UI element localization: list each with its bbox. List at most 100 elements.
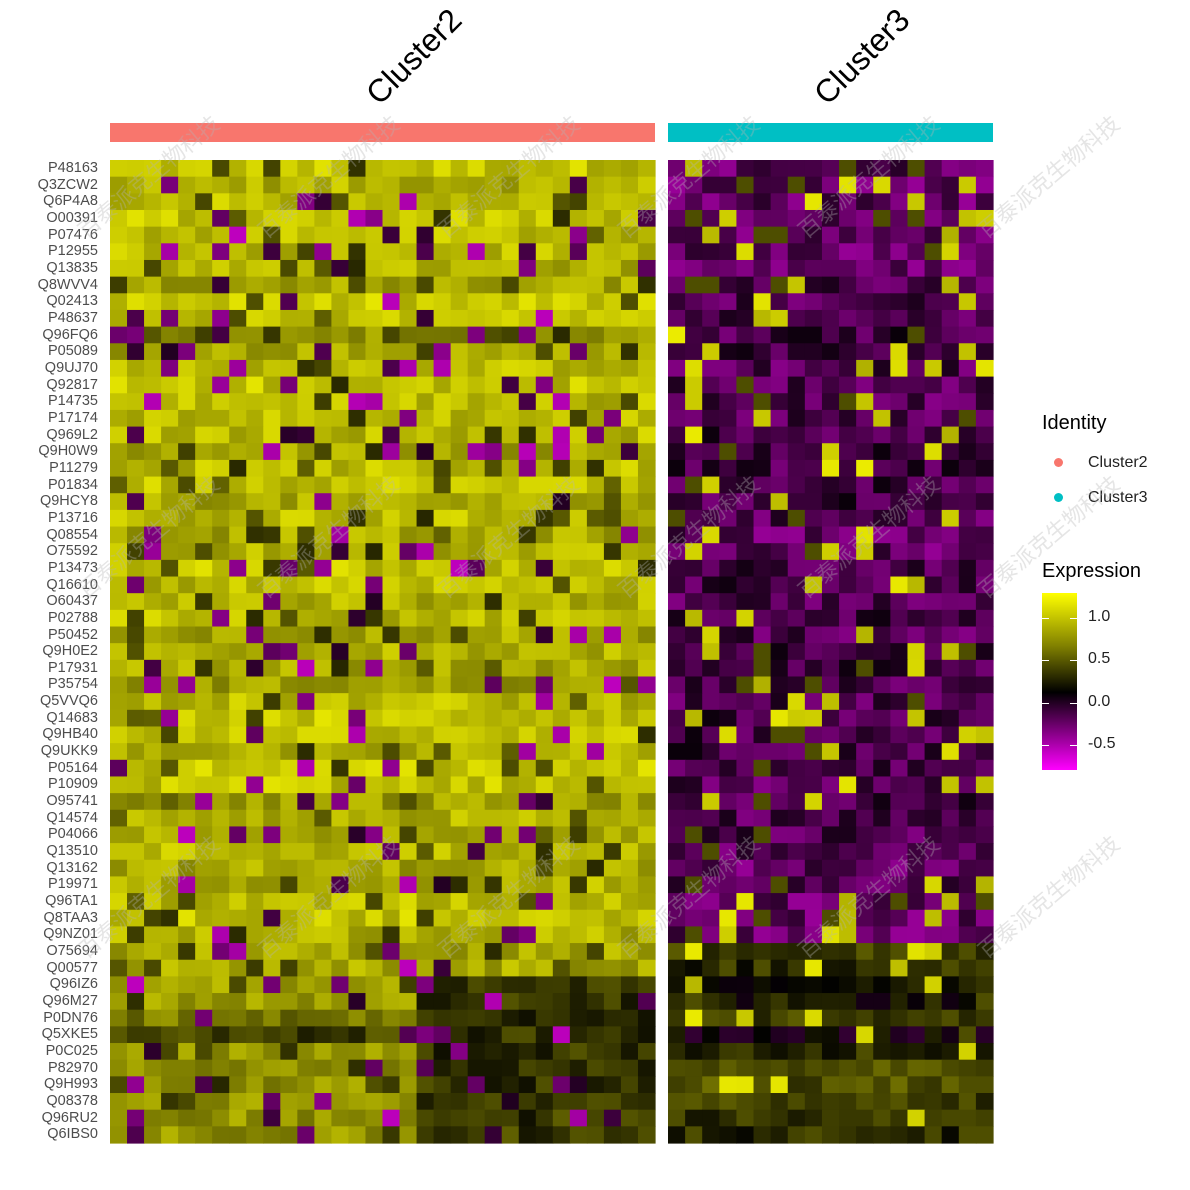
heatmap-cell-c2-Q8WVV4-0 (110, 276, 128, 294)
heatmap-cell-c3-Q14574-18 (975, 809, 994, 828)
heatmap-cell-c2-P35754-1 (127, 676, 145, 694)
heatmap-cell-c3-Q14574-9 (821, 809, 840, 828)
heatmap-cell-c2-Q13510-26 (552, 843, 571, 861)
heatmap-cell-c3-Q9UJ70-2 (702, 359, 720, 378)
heatmap-cell-c2-Q9UKK9-23 (501, 743, 520, 761)
heatmap-cell-c2-O75592-6 (212, 543, 230, 561)
heatmap-cell-c3-Q96IZ6-3 (719, 976, 738, 994)
heatmap-cell-c2-Q96IZ6-14 (348, 976, 367, 994)
heatmap-cell-c2-Q96M27-23 (501, 993, 520, 1011)
heatmap-cell-c2-P14735-14 (348, 393, 367, 411)
heatmap-cell-c3-P17931-0 (668, 659, 686, 678)
heatmap-cell-c2-P19971-23 (501, 876, 520, 894)
heatmap-cell-c3-O75694-0 (668, 943, 686, 961)
heatmap-cell-c3-P48163-11 (856, 160, 874, 178)
heatmap-cell-c2-Q6P4A8-12 (314, 193, 333, 211)
heatmap-cell-c2-Q08554-7 (229, 526, 247, 544)
heatmap-cell-c2-P35754-26 (552, 676, 571, 694)
heatmap-cell-c2-Q9NZ01-31 (637, 926, 656, 944)
heatmap-cell-c2-P13716-4 (178, 509, 196, 528)
heatmap-cell-c3-Q9UJ70-10 (839, 359, 857, 378)
heatmap-cell-c2-P01834-27 (569, 476, 588, 494)
heatmap-cell-c2-P19971-16 (382, 876, 401, 894)
heatmap-cell-c3-Q9UJ70-15 (924, 359, 943, 378)
gene-label-Q08554: Q08554 (46, 526, 98, 543)
heatmap-cell-c2-P02788-12 (314, 609, 333, 628)
heatmap-cell-c3-P17174-1 (685, 409, 703, 428)
heatmap-cell-c2-Q13510-14 (348, 843, 367, 861)
heatmap-cell-c2-Q9HB40-2 (144, 726, 162, 744)
heatmap-cell-c3-Q13835-10 (839, 259, 857, 278)
heatmap-cell-c3-O75592-15 (924, 543, 943, 561)
heatmap-cell-c2-Q14574-3 (161, 809, 179, 828)
heatmap-cell-c2-P82970-24 (518, 1059, 537, 1077)
heatmap-cell-c2-P05089-30 (620, 343, 639, 361)
heatmap-cell-c2-Q92817-20 (450, 376, 469, 394)
heatmap-cell-c2-Q9HB40-1 (127, 726, 145, 744)
heatmap-cell-c3-Q9UKK9-17 (958, 743, 977, 761)
heatmap-cell-c2-P13716-7 (229, 509, 247, 528)
heatmap-cell-c3-Q00577-13 (890, 959, 909, 977)
heatmap-cell-c3-P11279-12 (873, 459, 891, 478)
heatmap-cell-c2-Q9H993-1 (127, 1076, 145, 1094)
heatmap-cell-c2-Q8TAA3-6 (212, 909, 230, 928)
heatmap-cell-c2-Q13162-13 (331, 859, 350, 878)
heatmap-cell-c2-P17931-14 (348, 659, 367, 678)
heatmap-cell-c3-P17174-5 (753, 409, 772, 428)
gene-label-P17931: P17931 (48, 659, 98, 676)
heatmap-cell-c2-O75592-8 (246, 543, 264, 561)
heatmap-cell-c3-Q08554-14 (907, 526, 926, 544)
heatmap-cell-c2-Q00577-16 (382, 959, 401, 977)
heatmap-cell-c2-P19971-30 (620, 876, 639, 894)
heatmap-cell-c3-P05089-13 (890, 343, 909, 361)
heatmap-cell-c3-Q13510-2 (702, 843, 720, 861)
heatmap-cell-c2-P07476-19 (433, 226, 452, 244)
heatmap-cell-c2-P48163-17 (399, 160, 418, 178)
heatmap-cell-c3-Q02413-8 (804, 293, 823, 311)
heatmap-cell-c2-Q3ZCW2-7 (229, 176, 247, 194)
heatmap-cell-c2-Q02413-22 (484, 293, 503, 311)
heatmap-cell-c2-Q96FQ6-3 (161, 326, 179, 344)
heatmap-cell-c3-P0C025-14 (907, 1043, 926, 1061)
heatmap-cell-c2-Q13162-4 (178, 859, 196, 878)
heatmap-cell-c2-Q08554-21 (467, 526, 486, 544)
heatmap-cell-c3-Q9HB40-13 (890, 726, 909, 744)
heatmap-cell-c3-Q6P4A8-14 (907, 193, 926, 211)
heatmap-cell-c3-P14735-4 (736, 393, 755, 411)
heatmap-cell-c2-Q14683-0 (110, 709, 128, 728)
heatmap-cell-c2-P13716-14 (348, 509, 367, 528)
heatmap-cell-c3-O60437-7 (787, 593, 806, 611)
heatmap-cell-c2-O95741-8 (246, 793, 264, 811)
heatmap-cell-c2-P12955-9 (263, 243, 281, 261)
heatmap-cell-c3-Q96RU2-9 (821, 1109, 840, 1127)
heatmap-cell-c2-Q9UKK9-1 (127, 743, 145, 761)
heatmap-cell-c2-P04066-16 (382, 826, 401, 844)
heatmap-cell-c2-Q92817-27 (569, 376, 588, 394)
heatmap-cell-c2-O95741-13 (331, 793, 350, 811)
heatmap-cell-c2-Q92817-18 (416, 376, 435, 394)
heatmap-cell-c2-P04066-8 (246, 826, 264, 844)
heatmap-cell-c2-P05164-13 (331, 759, 350, 778)
heatmap-cell-c2-P05089-0 (110, 343, 128, 361)
heatmap-cell-c2-P13716-24 (518, 509, 537, 528)
heatmap-cell-c2-P11279-26 (552, 459, 571, 478)
heatmap-cell-c2-Q9HCY8-9 (263, 493, 281, 511)
heatmap-cell-c2-Q13162-20 (450, 859, 469, 878)
heatmap-cell-c3-P11279-6 (770, 459, 789, 478)
heatmap-cell-c3-Q96FQ6-1 (685, 326, 703, 344)
heatmap-cell-c2-P05089-4 (178, 343, 196, 361)
heatmap-cell-c3-Q96FQ6-3 (719, 326, 738, 344)
heatmap-cell-c3-P48637-16 (941, 309, 960, 328)
heatmap-cell-c3-P13473-11 (856, 559, 874, 578)
heatmap-cell-c2-Q9H0E2-14 (348, 643, 367, 661)
heatmap-cell-c3-P35754-13 (890, 676, 909, 694)
gene-label-Q13510: Q13510 (46, 843, 98, 860)
heatmap-cell-c3-Q96FQ6-4 (736, 326, 755, 344)
heatmap-cell-c2-P12955-27 (569, 243, 588, 261)
heatmap-cell-c3-P12955-15 (924, 243, 943, 261)
heatmap-cell-c3-Q9UKK9-8 (804, 743, 823, 761)
heatmap-cell-c2-O75694-28 (586, 943, 605, 961)
heatmap-cell-c2-P50452-1 (127, 626, 145, 644)
heatmap-cell-c2-Q8WVV4-6 (212, 276, 230, 294)
heatmap-cell-c2-O75592-22 (484, 543, 503, 561)
